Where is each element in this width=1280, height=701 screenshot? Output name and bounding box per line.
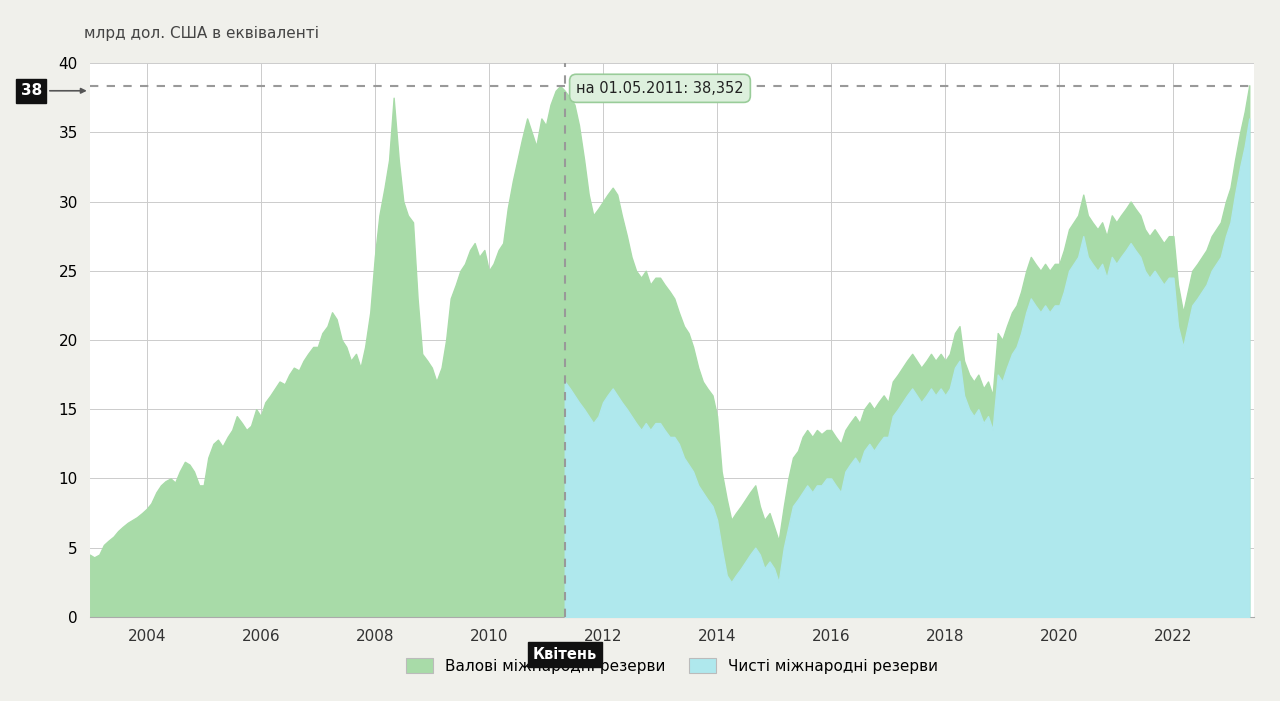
Text: на 01.05.2011: 38,352: на 01.05.2011: 38,352: [576, 81, 744, 96]
Legend: Валові міжнародні резерви, Чисті міжнародні резерви: Валові міжнародні резерви, Чисті міжнаро…: [398, 650, 946, 681]
Text: 38: 38: [20, 83, 84, 98]
Text: млрд дол. США в еквіваленті: млрд дол. США в еквіваленті: [83, 26, 319, 41]
Text: Квітень: Квітень: [532, 647, 596, 662]
